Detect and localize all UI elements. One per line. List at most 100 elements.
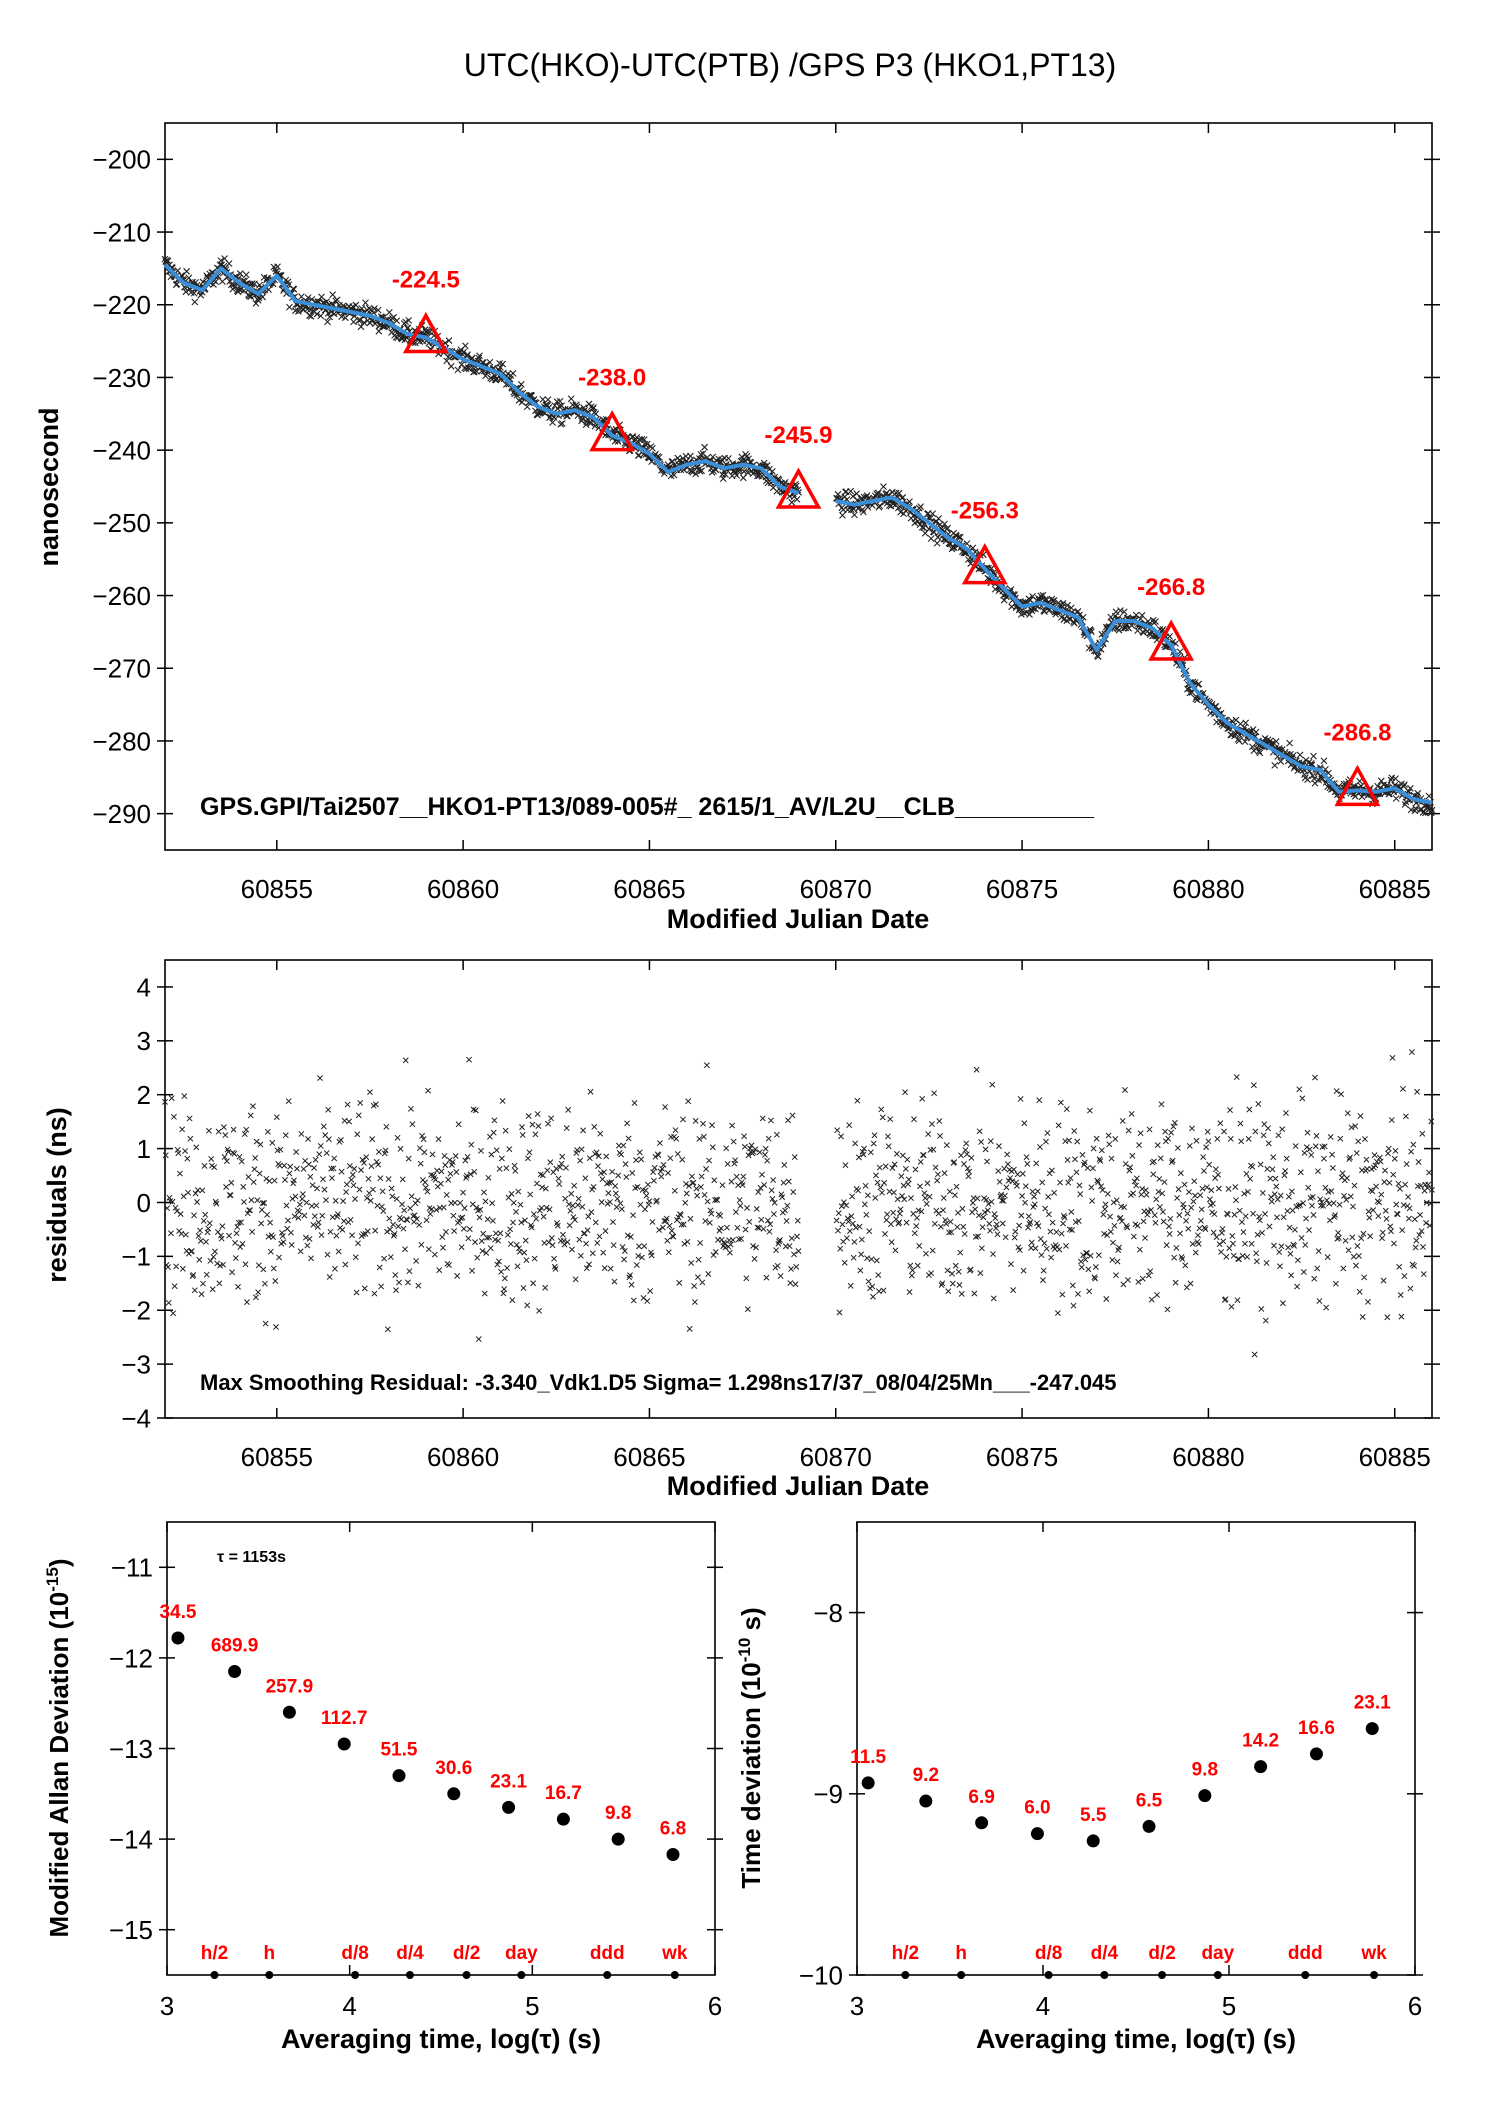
data-point bbox=[1297, 1201, 1304, 1208]
data-point bbox=[902, 1165, 909, 1172]
data-point bbox=[414, 1197, 421, 1204]
data-point bbox=[606, 1179, 613, 1186]
data-point bbox=[211, 1164, 218, 1171]
data-point bbox=[553, 1165, 560, 1172]
data-point bbox=[681, 1240, 688, 1247]
data-point bbox=[563, 1164, 569, 1171]
data-point bbox=[687, 452, 694, 460]
data-point bbox=[1156, 1175, 1163, 1182]
data-point bbox=[665, 1169, 672, 1176]
data-point bbox=[892, 1247, 899, 1254]
data-point bbox=[907, 1262, 914, 1269]
data-point bbox=[619, 1243, 626, 1250]
data-point bbox=[573, 401, 580, 409]
data-point bbox=[708, 1210, 715, 1217]
data-point bbox=[367, 1089, 373, 1096]
data-point bbox=[346, 1163, 353, 1169]
marker-triangle bbox=[1334, 764, 1381, 807]
data-point bbox=[361, 1285, 368, 1292]
data-point bbox=[507, 1241, 514, 1247]
data-point bbox=[610, 1242, 617, 1249]
data-point bbox=[928, 1270, 935, 1277]
data-point bbox=[932, 1164, 939, 1171]
data-point bbox=[835, 1227, 841, 1234]
x-tick-label: 3 bbox=[160, 1991, 174, 2021]
data-point bbox=[447, 1170, 454, 1177]
data-point bbox=[877, 1184, 884, 1191]
data-point bbox=[1410, 1141, 1417, 1148]
deviation-point bbox=[1309, 1747, 1323, 1761]
data-point bbox=[1183, 1217, 1190, 1224]
data-point bbox=[1140, 1218, 1147, 1225]
data-point bbox=[333, 1232, 340, 1239]
data-point bbox=[1091, 1274, 1098, 1281]
data-point bbox=[388, 1185, 395, 1192]
data-point bbox=[466, 1226, 473, 1233]
data-point bbox=[1050, 596, 1058, 604]
data-point bbox=[627, 1272, 634, 1279]
time-mark-label: h/2 bbox=[892, 1943, 919, 1964]
data-point bbox=[905, 1181, 912, 1188]
data-point bbox=[678, 1221, 685, 1228]
data-point bbox=[694, 1274, 701, 1281]
data-point bbox=[977, 1270, 984, 1277]
data-point bbox=[739, 1181, 746, 1188]
data-point bbox=[1020, 609, 1028, 617]
data-point bbox=[464, 1153, 471, 1160]
data-point bbox=[501, 1275, 508, 1282]
data-point bbox=[182, 1148, 189, 1154]
data-point bbox=[190, 1271, 197, 1278]
data-point bbox=[651, 1164, 658, 1171]
data-point bbox=[371, 305, 378, 312]
data-point bbox=[557, 1164, 563, 1171]
x-tick-label: 5 bbox=[1222, 1991, 1236, 2021]
data-point bbox=[1220, 1238, 1227, 1245]
time-mark-dot bbox=[957, 1971, 966, 1979]
data-point bbox=[839, 1221, 846, 1228]
data-point bbox=[578, 1146, 585, 1153]
data-point bbox=[1335, 1234, 1342, 1241]
data-point bbox=[427, 1210, 434, 1217]
time-mark-dot bbox=[1158, 1971, 1167, 1979]
data-point bbox=[472, 1107, 479, 1114]
data-point bbox=[566, 1222, 573, 1229]
data-point bbox=[1058, 1230, 1065, 1237]
data-point bbox=[478, 1147, 484, 1154]
data-point bbox=[1312, 1143, 1319, 1150]
data-point bbox=[496, 363, 504, 371]
x-tick-label: 60865 bbox=[613, 1442, 685, 1472]
data-point bbox=[880, 1287, 887, 1294]
data-point bbox=[1114, 1258, 1121, 1265]
data-point bbox=[846, 1122, 853, 1129]
y-axis-label: nanosecond bbox=[34, 407, 64, 566]
data-point bbox=[452, 1153, 459, 1159]
data-point bbox=[718, 1225, 724, 1232]
data-point bbox=[1139, 1275, 1146, 1282]
data-point bbox=[1227, 1135, 1234, 1142]
data-point bbox=[935, 515, 943, 522]
data-point bbox=[1172, 640, 1180, 647]
data-point bbox=[344, 1101, 351, 1108]
data-point bbox=[738, 1235, 745, 1242]
data-point bbox=[1416, 1232, 1423, 1239]
data-point bbox=[733, 1173, 740, 1180]
data-point bbox=[1322, 1184, 1329, 1191]
data-point bbox=[391, 1230, 398, 1237]
data-point bbox=[348, 1176, 355, 1183]
data-point bbox=[563, 1125, 570, 1132]
data-point bbox=[510, 1199, 517, 1206]
data-point bbox=[951, 1159, 958, 1166]
data-point bbox=[183, 267, 191, 275]
data-point bbox=[384, 1228, 391, 1235]
smoothed-fit-line bbox=[835, 495, 1433, 805]
data-point bbox=[1222, 1296, 1229, 1303]
data-point bbox=[1134, 627, 1141, 634]
data-point bbox=[203, 1238, 209, 1245]
data-point bbox=[596, 1233, 603, 1240]
data-point bbox=[1203, 1144, 1210, 1151]
data-point bbox=[934, 1171, 941, 1178]
data-point bbox=[350, 318, 357, 326]
data-point bbox=[465, 365, 473, 373]
data-point bbox=[1107, 1213, 1113, 1220]
